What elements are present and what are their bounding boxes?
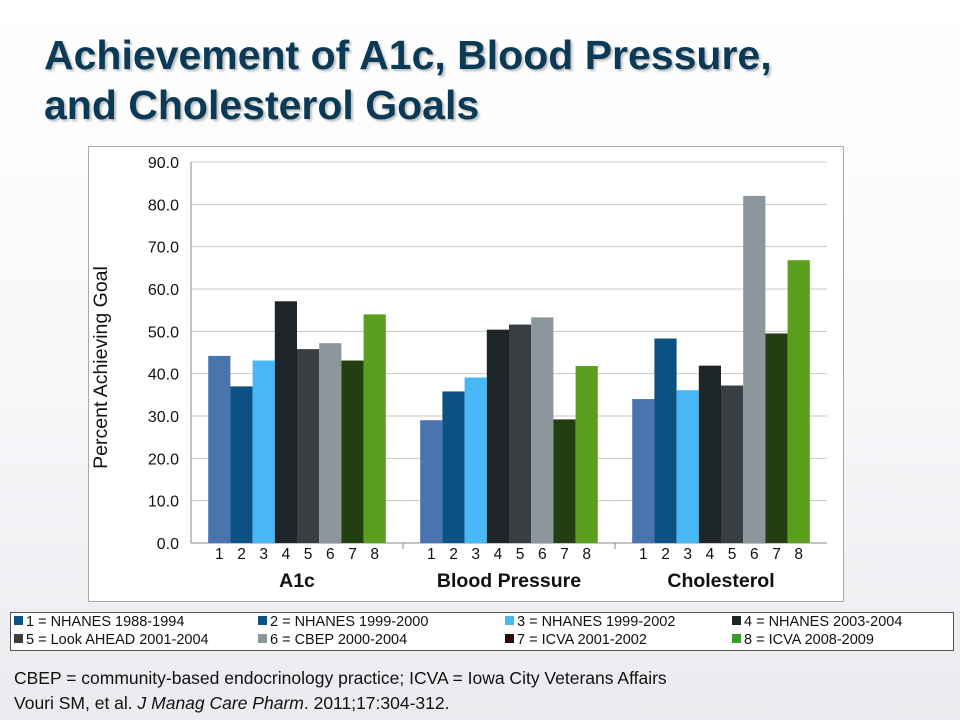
legend-label: 2 = NHANES 1999-2000 xyxy=(270,614,429,630)
bar xyxy=(509,324,532,543)
group-label: Cholesterol xyxy=(667,570,774,592)
bar-number-label: 4 xyxy=(282,546,291,563)
bar xyxy=(208,355,231,543)
bar-chart: 0.0 10.0 20.0 30.0 40.0 50.0 60.0 70.0 80.0 90.0 P… xyxy=(90,155,827,592)
bar-number-label: 1 xyxy=(427,546,436,563)
bar-number-label: 4 xyxy=(706,546,715,563)
bar-number-label: 5 xyxy=(728,546,737,563)
bar xyxy=(319,343,342,543)
legend-label: 1 = NHANES 1988-1994 xyxy=(26,614,185,630)
bar-number-label: 5 xyxy=(516,546,525,563)
y-tick-label: 30.0 xyxy=(148,409,179,426)
bar xyxy=(363,314,386,543)
footnote-abbreviations: CBEP = community-based endocrinology pra… xyxy=(14,668,667,688)
legend-swatch xyxy=(14,616,23,625)
legend-item: 5 = Look AHEAD 2001-2004 xyxy=(14,632,209,649)
y-tick-label: 80.0 xyxy=(148,197,179,214)
legend-label: 4 = NHANES 2003-2004 xyxy=(744,614,903,630)
citation-authors: Vouri SM, et al. xyxy=(14,693,138,713)
y-tick-label: 20.0 xyxy=(148,451,179,468)
bar xyxy=(654,338,677,543)
footnote-citation: Vouri SM, et al. J Manag Care Pharm. 201… xyxy=(14,693,450,714)
bar-number-label: 7 xyxy=(348,546,357,563)
y-axis-label: Percent Achieving Goal xyxy=(90,266,112,469)
bar xyxy=(575,366,598,543)
bar-number-label: 2 xyxy=(661,546,670,563)
legend-swatch xyxy=(732,634,741,643)
bar xyxy=(632,399,655,543)
bar xyxy=(420,420,443,543)
bar-number-label: 7 xyxy=(772,546,781,563)
slide-title-line-2: and Cholesterol Goals xyxy=(44,82,480,128)
legend-item: 7 = ICVA 2001-2002 xyxy=(505,632,647,649)
bar-number-label: 7 xyxy=(560,546,569,563)
y-tick-label: 50.0 xyxy=(148,324,179,341)
bar-number-label: 4 xyxy=(494,546,503,563)
legend-item: 8 = ICVA 2008-2009 xyxy=(732,632,874,649)
citation-details: . 2011;17:304-312. xyxy=(303,693,450,713)
bar xyxy=(787,260,810,543)
legend-label: 5 = Look AHEAD 2001-2004 xyxy=(26,632,209,648)
bar-number-label: 3 xyxy=(259,546,268,563)
citation-journal: J Manag Care Pharm xyxy=(137,693,304,713)
bar-number-label: 8 xyxy=(582,546,591,563)
bar-number-label: 1 xyxy=(639,546,648,563)
y-tick-label: 10.0 xyxy=(148,494,179,511)
legend-label: 3 = NHANES 1999-2002 xyxy=(517,614,676,630)
bar-number-label: 1 xyxy=(215,546,224,563)
legend-label: 6 = CBEP 2000-2004 xyxy=(270,632,408,648)
bar xyxy=(252,360,275,543)
bar xyxy=(765,333,788,543)
legend-item: 6 = CBEP 2000-2004 xyxy=(258,632,407,649)
bar xyxy=(464,377,487,543)
bar-number-label: 5 xyxy=(304,546,313,563)
bar xyxy=(442,391,465,543)
y-tick-label: 40.0 xyxy=(148,367,179,384)
slide-title: Achievement of A1c, Blood Pressure, and … xyxy=(44,30,944,130)
bar xyxy=(274,301,297,543)
chart-frame: 0.0 10.0 20.0 30.0 40.0 50.0 60.0 70.0 80.0 90.0 P… xyxy=(88,146,844,602)
bar xyxy=(341,360,364,543)
bar-number-label: 6 xyxy=(326,546,335,563)
bar-number-label: 3 xyxy=(683,546,692,563)
legend-label: 7 = ICVA 2001-2002 xyxy=(517,632,647,648)
bar xyxy=(721,385,744,543)
legend-swatch xyxy=(258,634,267,643)
bar-number-label: 6 xyxy=(538,546,547,563)
legend-swatch xyxy=(258,616,267,625)
y-tick-label: 70.0 xyxy=(148,240,179,257)
legend-label: 8 = ICVA 2008-2009 xyxy=(744,632,874,648)
bar-number-label: 8 xyxy=(370,546,379,563)
bar xyxy=(698,365,721,543)
y-tick-label: 0.0 xyxy=(157,536,179,553)
bar-number-label: 2 xyxy=(237,546,246,563)
bar-number-label: 8 xyxy=(794,546,803,563)
bar xyxy=(676,390,699,543)
legend-swatch xyxy=(732,616,741,625)
legend-swatch xyxy=(14,634,23,643)
legend-item: 1 = NHANES 1988-1994 xyxy=(14,614,184,631)
bar-number-label: 3 xyxy=(471,546,480,563)
bar-number-label: 2 xyxy=(449,546,458,563)
bar xyxy=(486,329,509,543)
legend-item: 2 = NHANES 1999-2000 xyxy=(258,614,428,631)
chart-legend: 1 = NHANES 1988-1994 2 = NHANES 1999-2000… xyxy=(10,612,954,651)
bar xyxy=(230,386,253,543)
legend-swatch xyxy=(505,634,514,643)
legend-item: 3 = NHANES 1999-2002 xyxy=(505,614,675,631)
y-tick-label: 60.0 xyxy=(148,282,179,299)
y-tick-label: 90.0 xyxy=(148,155,179,172)
bar xyxy=(297,349,320,543)
bar xyxy=(531,317,554,543)
legend-item: 4 = NHANES 2003-2004 xyxy=(732,614,902,631)
group-label: A1c xyxy=(279,570,315,592)
group-label: Blood Pressure xyxy=(437,570,581,592)
bar xyxy=(743,195,766,543)
slide-title-line-1: Achievement of A1c, Blood Pressure, xyxy=(44,32,772,78)
bar xyxy=(553,419,576,543)
legend-swatch xyxy=(505,616,514,625)
bar-number-label: 6 xyxy=(750,546,759,563)
